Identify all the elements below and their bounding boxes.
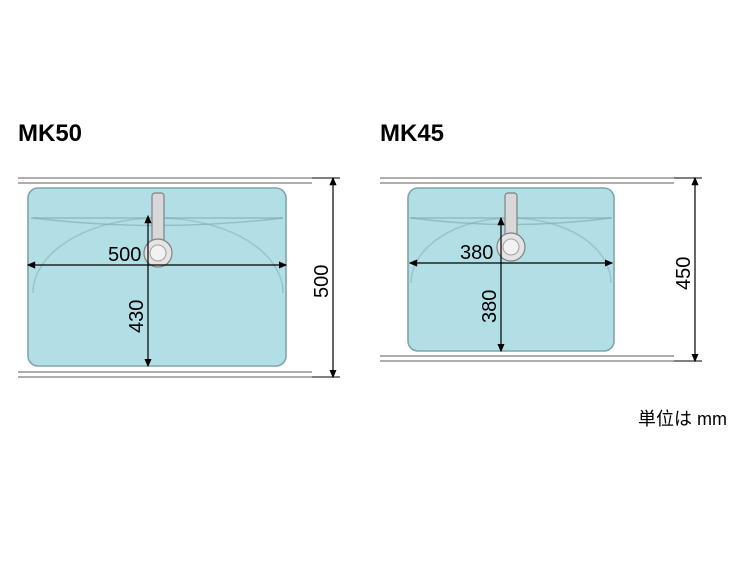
units-note: 単位は mm xyxy=(638,405,727,431)
figure-mk45: 380 380 450 xyxy=(380,173,714,388)
figure-title-mk45: MK45 xyxy=(380,120,444,148)
figure-title-mk50: MK50 xyxy=(18,120,82,148)
figure-mk50: 500 430 500 xyxy=(18,173,352,388)
dim-depth-inner-label: 430 xyxy=(126,300,148,333)
page-root: MK50 MK45 500 430 xyxy=(0,0,750,563)
dim-overall-label: 450 xyxy=(673,257,695,290)
dim-overall-label: 500 xyxy=(311,265,333,298)
dim-depth-inner-label: 380 xyxy=(479,290,501,323)
spout-head-inner xyxy=(150,245,166,261)
dim-width-label: 500 xyxy=(108,244,141,266)
dim-width-label: 380 xyxy=(460,242,493,264)
spout-head-inner xyxy=(503,239,519,255)
